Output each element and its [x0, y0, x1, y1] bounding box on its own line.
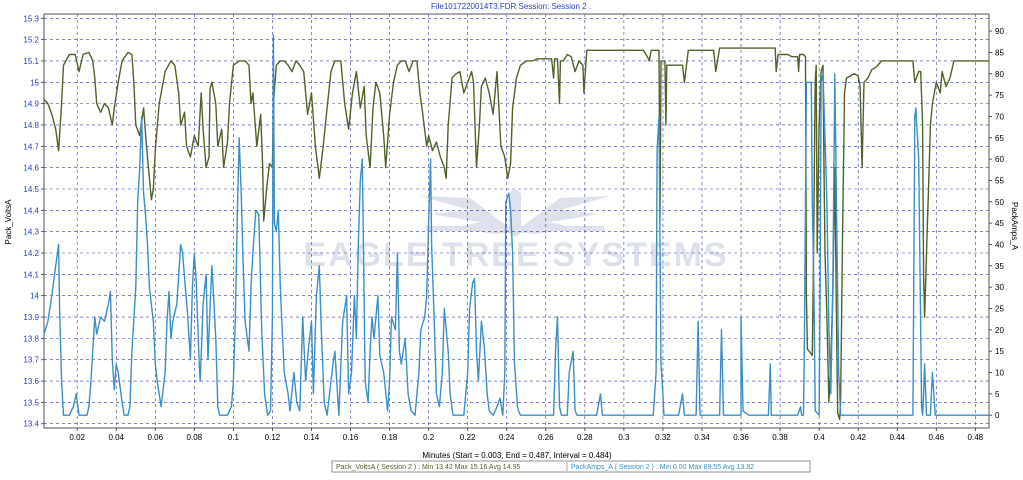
- pack-amps-line: [43, 34, 989, 416]
- y-left-tick-label: 14.5: [23, 185, 39, 194]
- y-left-tick-label: 15.3: [23, 14, 39, 23]
- y-left-tick-label: 15.2: [23, 36, 39, 45]
- y-right-tick-label: 60: [995, 155, 1004, 164]
- y-left-tick-label: 14.4: [23, 206, 39, 215]
- y-left-tick-label: 15.1: [23, 57, 39, 66]
- legend: Pack_VoltsA ( Session 2 ) : Min 13.42 Ma…: [331, 460, 811, 473]
- y-right-axis-label: PackAmps_A: [1010, 202, 1019, 251]
- x-axis-label: Minutes (Start = 0.003, End = 0.487, Int…: [422, 451, 612, 460]
- y-left-tick-label: 14.1: [23, 270, 39, 279]
- y-left-tick-label: 13.8: [23, 334, 39, 343]
- y-right-tick-label: 65: [995, 134, 1004, 143]
- x-tick-label: 0.02: [69, 433, 85, 442]
- y-left-tick-label: 14.9: [23, 100, 39, 109]
- x-tick-label: 0.14: [304, 433, 320, 442]
- legend-box: [331, 460, 811, 473]
- amps-series-group: [43, 34, 989, 416]
- y-right-tick-label: 55: [995, 176, 1004, 185]
- y-left-tick-label: 14.6: [23, 164, 39, 173]
- x-tick-label: 0.08: [187, 433, 203, 442]
- x-tick-label: 0.22: [460, 433, 476, 442]
- y-right-tick-label: 90: [995, 27, 1004, 36]
- legend-entry-amps: PackAmps_A ( Session 2 ) : Min 0.00 Max …: [571, 464, 754, 471]
- x-tick-label: 0.24: [499, 433, 515, 442]
- y-left-tick-label: 13.4: [23, 420, 39, 429]
- y-right-tick-label: 35: [995, 262, 1004, 271]
- x-tick-label: 0.12: [265, 433, 281, 442]
- chart-title: File1017220014T3.FDR Session: Session 2 …: [431, 2, 591, 11]
- y-right-tick-label: 10: [995, 369, 1004, 378]
- y-right-tick-label: 15: [995, 347, 1004, 356]
- x-tick-label: 0.04: [108, 433, 124, 442]
- y-left-axis-label: Pack_VoltsA: [4, 199, 13, 245]
- y-left-tick-label: 13.9: [23, 313, 39, 322]
- y-right-tick-label: 80: [995, 70, 1004, 79]
- x-tick-label: 0.1: [228, 433, 240, 442]
- y-left-tick-label: 14.2: [23, 249, 39, 258]
- x-tick-label: 0.44: [889, 433, 905, 442]
- y-left-axis-ticks: 13.4 13.5 13.6 13.7 13.8 13.9 14 14.1 14.2 14.3 14…: [23, 14, 44, 429]
- y-right-tick-label: 70: [995, 112, 1004, 121]
- y-left-tick-label: 14.7: [23, 142, 39, 151]
- x-tick-label: 0.38: [772, 433, 788, 442]
- watermark-text: EAGLE TREE SYSTEMS: [303, 236, 728, 274]
- x-tick-label: 0.26: [538, 433, 554, 442]
- y-left-tick-label: 13.7: [23, 356, 39, 365]
- legend-entry-volts: Pack_VoltsA ( Session 2 ) : Min 13.42 Ma…: [336, 464, 520, 471]
- y-right-tick-label: 45: [995, 219, 1004, 228]
- x-tick-label: 0.06: [148, 433, 164, 442]
- y-left-tick-label: 14: [30, 292, 39, 301]
- x-tick-label: 0.3: [618, 433, 630, 442]
- x-tick-label: 0.42: [850, 433, 866, 442]
- x-tick-label: 0.34: [694, 433, 710, 442]
- x-tick-label: 0.32: [655, 433, 671, 442]
- y-right-tick-label: 85: [995, 48, 1004, 57]
- y-left-tick-label: 15: [30, 78, 39, 87]
- x-tick-label: 0.46: [928, 433, 944, 442]
- y-right-tick-label: 0: [995, 411, 1000, 420]
- x-tick-label: 0.4: [814, 433, 826, 442]
- y-right-tick-label: 5: [995, 390, 1000, 399]
- y-left-tick-label: 14.3: [23, 228, 39, 237]
- y-left-tick-label: 13.6: [23, 377, 39, 386]
- y-left-tick-label: 13.5: [23, 398, 39, 407]
- y-right-tick-label: 75: [995, 91, 1004, 100]
- y-right-axis-ticks: 0 5 10 15 20 25 30 35 40 45 50 55 60 65 70 75 80 85 90: [989, 27, 1004, 420]
- y-right-tick-label: 30: [995, 283, 1004, 292]
- y-right-tick-label: 20: [995, 326, 1004, 335]
- x-tick-label: 0.36: [733, 433, 749, 442]
- x-tick-label: 0.18: [382, 433, 398, 442]
- y-right-tick-label: 50: [995, 198, 1004, 207]
- x-tick-label: 0.48: [968, 433, 984, 442]
- x-tick-label: 0.2: [423, 433, 435, 442]
- x-tick-label: 0.28: [577, 433, 593, 442]
- y-right-tick-label: 25: [995, 304, 1004, 313]
- x-axis-ticks: 0.02 0.04 0.06 0.08 0.1 0.12 0.14 0.16 0.18 0.2 0.…: [69, 428, 984, 442]
- x-tick-label: 0.16: [343, 433, 359, 442]
- y-left-tick-label: 14.8: [23, 121, 39, 130]
- y-right-tick-label: 40: [995, 240, 1004, 249]
